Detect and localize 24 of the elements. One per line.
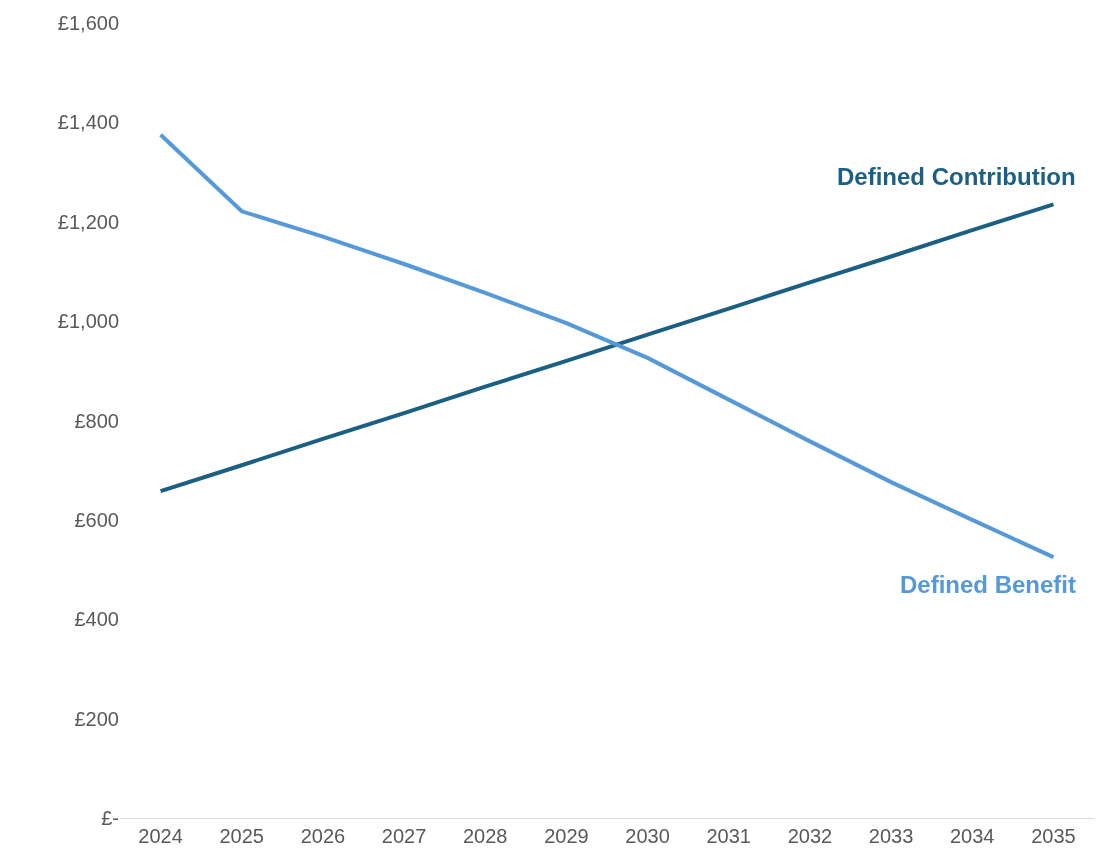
x-tick-label: 2024 <box>138 825 183 847</box>
y-tick-label: £- <box>101 807 119 829</box>
series-label: Defined Contribution <box>837 163 1076 190</box>
y-tick-label: £1,000 <box>57 310 119 333</box>
y-tick-label: £200 <box>74 707 119 730</box>
line-series <box>158 202 1056 494</box>
x-tick-label: 2033 <box>868 825 914 847</box>
y-tick-label: £1,400 <box>57 111 119 134</box>
y-tick-label: £1,600 <box>57 12 119 34</box>
x-tick-label: 2028 <box>463 825 508 847</box>
x-tick-label: 2029 <box>544 825 589 847</box>
x-tick-label: 2035 <box>1031 825 1076 847</box>
series-label: Defined Benefit <box>900 571 1077 598</box>
x-tick-label: 2032 <box>787 825 833 847</box>
y-tick-label: £400 <box>74 608 119 631</box>
x-tick-label: 2027 <box>381 825 427 847</box>
x-tick-label: 2025 <box>219 825 264 847</box>
x-tick-label: 2026 <box>300 825 346 847</box>
y-tick-label: £800 <box>74 409 119 432</box>
x-tick-label: 2034 <box>950 825 995 847</box>
y-tick-label: £1,200 <box>57 210 119 233</box>
y-tick-label: £600 <box>74 508 119 531</box>
x-tick-label: 2030 <box>625 825 670 847</box>
x-tick-label: 2031 <box>706 825 751 847</box>
